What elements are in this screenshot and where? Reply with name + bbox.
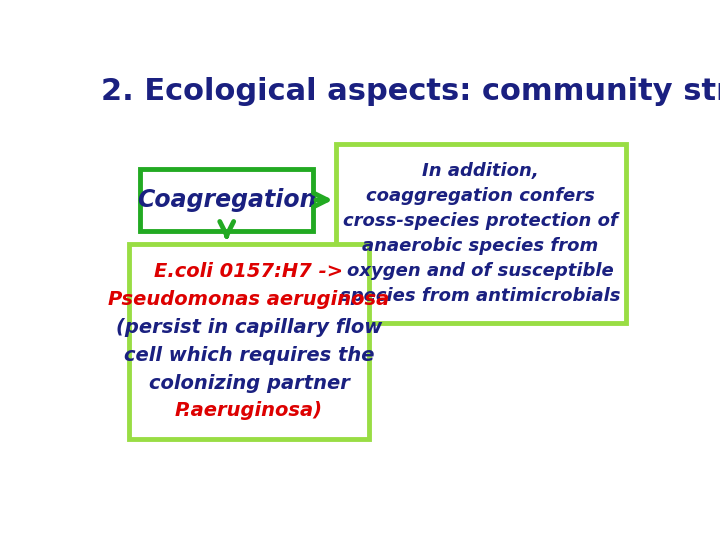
Text: Coagregation: Coagregation — [137, 188, 317, 212]
Text: colonizing partner: colonizing partner — [148, 374, 349, 393]
FancyBboxPatch shape — [140, 168, 313, 231]
Text: In addition,
coaggregation confers
cross-species protection of
anaerobic species: In addition, coaggregation confers cross… — [341, 161, 621, 305]
Text: Pseudomonas aeruginosa: Pseudomonas aeruginosa — [109, 290, 390, 309]
FancyBboxPatch shape — [336, 144, 626, 322]
Text: (persist in capillary flow: (persist in capillary flow — [116, 318, 382, 337]
FancyBboxPatch shape — [129, 244, 369, 439]
Text: cell which requires the: cell which requires the — [124, 346, 374, 365]
Text: P.aeruginosa): P.aeruginosa) — [175, 401, 323, 421]
Text: E.coli 0157:H7 ->: E.coli 0157:H7 -> — [155, 262, 343, 281]
Text: 2. Ecological aspects: community structure: 2. Ecological aspects: community structu… — [101, 77, 720, 106]
